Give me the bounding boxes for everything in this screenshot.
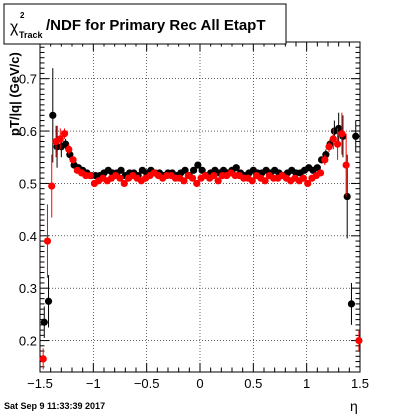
data-point xyxy=(355,336,363,345)
x-tick-label: −0.5 xyxy=(134,376,160,391)
y-tick-label: 0.7 xyxy=(19,72,37,87)
timestamp-footer: Sat Sep 9 11:33:39 2017 xyxy=(4,401,105,411)
data-point xyxy=(313,164,321,172)
x-tick-label: 0.5 xyxy=(244,376,262,391)
data-point xyxy=(194,161,202,169)
x-tick-label: −1.5 xyxy=(27,376,53,391)
data-point xyxy=(299,174,308,182)
data-point xyxy=(210,171,218,180)
data-point xyxy=(304,179,312,188)
data-point xyxy=(188,174,197,182)
data-point xyxy=(214,177,222,185)
data-marks xyxy=(39,68,363,370)
title-subscript: Track xyxy=(19,30,44,40)
title-superscript: 2 xyxy=(20,11,25,20)
data-point xyxy=(44,297,53,305)
data-point xyxy=(325,143,333,151)
data-point xyxy=(62,140,70,148)
data-point xyxy=(343,192,351,201)
data-point xyxy=(40,318,48,326)
data-point xyxy=(232,164,240,172)
data-point xyxy=(338,130,346,138)
data-point xyxy=(329,135,337,143)
data-point xyxy=(334,140,342,148)
x-tick-label: 0 xyxy=(196,376,203,391)
axis-ticks xyxy=(39,41,361,373)
data-point xyxy=(65,145,73,153)
y-tick-label: 0.4 xyxy=(19,229,37,244)
data-point xyxy=(342,161,350,169)
y-tick-label: 0.2 xyxy=(19,334,37,349)
data-point xyxy=(39,355,47,363)
data-point xyxy=(69,156,77,164)
data-point xyxy=(321,156,329,164)
data-point xyxy=(48,182,56,190)
data-point xyxy=(86,171,94,180)
data-point xyxy=(49,111,57,119)
x-tick-label: 1 xyxy=(303,376,310,391)
series-1 xyxy=(39,112,363,370)
data-point xyxy=(43,237,52,245)
x-tick-label: 1.5 xyxy=(351,376,369,391)
y-tick-label: 0.5 xyxy=(19,176,37,191)
data-point xyxy=(316,169,325,177)
data-point xyxy=(347,300,356,308)
data-point xyxy=(248,177,256,185)
y-axis-title: pT/|q| (GeV/c) xyxy=(7,52,22,136)
y-tick-label: 0.6 xyxy=(19,124,37,139)
data-point xyxy=(193,179,201,188)
data-point xyxy=(60,130,69,138)
x-axis-title: η xyxy=(350,398,358,414)
data-point xyxy=(190,166,198,174)
data-point xyxy=(261,177,269,185)
data-point xyxy=(352,132,360,140)
data-point xyxy=(120,179,128,188)
grid xyxy=(40,42,360,372)
y-tick-label: 0.3 xyxy=(19,281,37,296)
data-point xyxy=(198,166,206,174)
x-tick-label: −1 xyxy=(86,376,101,391)
title-text: /NDF for Primary Rec All EtapT xyxy=(46,17,266,34)
data-point xyxy=(117,166,125,174)
data-point xyxy=(180,177,188,185)
data-point xyxy=(181,166,189,174)
data-point xyxy=(56,135,64,143)
title-symbol: χ xyxy=(10,19,19,36)
title-box xyxy=(3,3,287,45)
data-point xyxy=(116,174,124,182)
tick-labels: −1.5 −1 −0.5 0 0.5 1 1.5 0.2 0.3 0.4 0.5 0.6 0.7 xyxy=(19,72,369,391)
data-point xyxy=(335,124,343,133)
